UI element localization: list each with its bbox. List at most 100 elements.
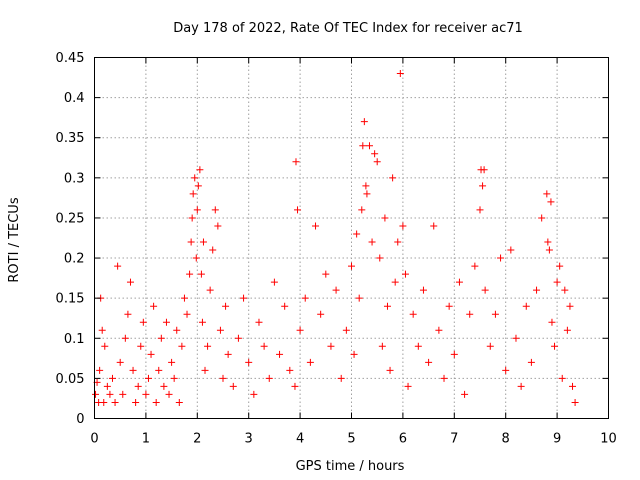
data-point [301,294,309,302]
data-point [391,278,399,286]
data-point [471,262,479,270]
data-point [306,358,314,366]
x-tick-label: 0 [90,432,98,447]
data-point [373,158,381,166]
data-point [211,206,219,214]
data-point [455,278,463,286]
data-point [547,198,555,206]
data-point [512,334,520,342]
y-tick-label: 0.3 [64,171,85,186]
data-point [476,206,484,214]
data-point [201,366,209,374]
data-point [362,182,370,190]
data-point [527,358,535,366]
data-point [124,310,132,318]
data-point [486,342,494,350]
data-point [276,350,284,358]
x-tick-label: 1 [142,432,150,447]
data-point [399,222,407,230]
data-point [281,302,289,310]
data-point [214,222,222,230]
data-point [132,398,140,406]
data-point [108,374,116,382]
data-point [404,382,412,390]
data-point [396,70,404,78]
data-point [491,310,499,318]
data-point [204,342,212,350]
data-point [507,246,515,254]
data-point [229,382,237,390]
data-point [191,174,199,182]
data-point [294,206,302,214]
data-point [260,342,268,350]
x-axis-label: GPS time / hours [296,459,405,474]
data-point [142,390,150,398]
data-point [383,302,391,310]
y-tick-label: 0.25 [56,211,85,226]
data-point [435,326,443,334]
data-point [101,342,109,350]
data-point [165,390,173,398]
data-point [551,342,559,350]
data-point [450,350,458,358]
y-tick-label: 0.2 [64,252,85,267]
data-point [216,326,224,334]
data-point [222,302,230,310]
data-point [342,326,350,334]
data-point [348,262,355,270]
data-point [381,214,389,222]
data-point [129,366,137,374]
data-point [292,158,300,166]
data-point [187,238,195,246]
data-point [571,398,579,406]
data-point [322,270,330,278]
data-point [270,278,278,286]
data-point [425,358,433,366]
data-point [544,238,552,246]
data-point [186,270,194,278]
data-point [219,374,227,382]
data-point [189,190,197,198]
data-point [445,302,453,310]
x-tick-label: 5 [347,432,355,447]
data-point [394,238,402,246]
data-point [134,382,142,390]
data-point [561,286,569,294]
data-point [170,374,178,382]
data-point [245,358,253,366]
data-point [291,382,299,390]
data-point [194,182,202,190]
data-point [365,142,373,150]
x-tick-label: 9 [553,432,561,447]
x-tick-label: 6 [399,432,407,447]
data-point [250,390,258,398]
data-point [430,222,438,230]
data-point [196,166,204,174]
data-points-layer [92,70,579,406]
data-point [548,318,556,326]
data-point [139,318,147,326]
data-point [286,366,294,374]
y-tick-label: 0.45 [56,51,85,66]
data-point [440,374,448,382]
data-point [376,254,384,262]
data-point [126,278,134,286]
data-point [533,286,541,294]
data-point [119,390,127,398]
data-point [100,398,108,406]
data-point [180,294,188,302]
y-tick-label: 0.15 [56,292,85,307]
data-point [401,270,409,278]
data-point [566,302,574,310]
data-point [155,366,163,374]
x-tick-label: 10 [600,432,617,447]
data-point [497,254,505,262]
data-point [558,374,566,382]
data-point [481,286,489,294]
data-point [461,390,469,398]
data-point [255,318,263,326]
data-point [224,350,232,358]
data-point [545,246,553,254]
plot-frame [94,57,609,419]
data-point [466,310,474,318]
